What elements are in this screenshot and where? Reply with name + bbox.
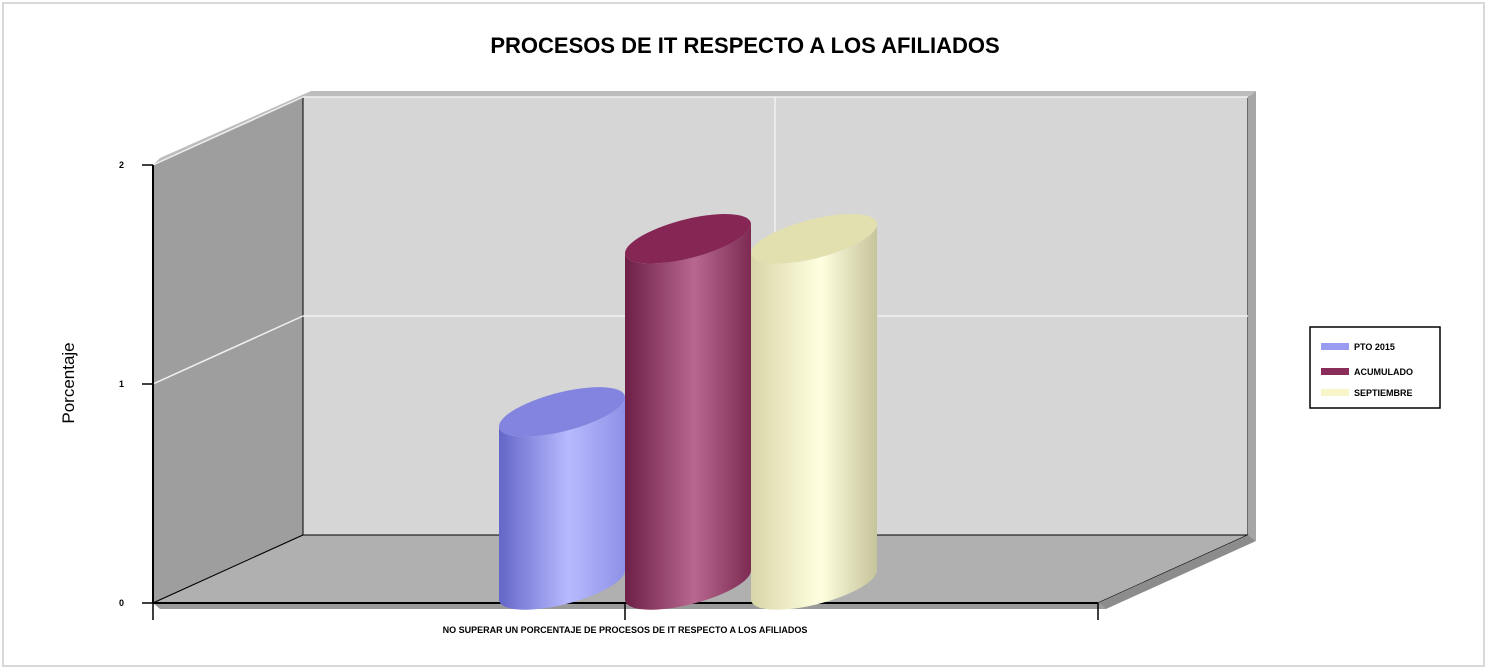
back-wall-top-edge — [303, 91, 1256, 97]
bar-top-2 — [751, 214, 877, 264]
y-tick-label-1: 1 — [119, 379, 124, 389]
back-wall-edge — [1248, 91, 1256, 541]
legend-swatch-pto-2015 — [1321, 343, 1349, 350]
floor-front-edge — [153, 603, 1106, 609]
y-ticks: 0 1 2 — [119, 160, 153, 608]
y-tick-label-2: 2 — [119, 160, 124, 170]
y-tick-label-0: 0 — [119, 598, 124, 608]
bar-top-1 — [625, 214, 751, 264]
legend-label-acumulado: ACUMULADO — [1354, 367, 1413, 377]
bar-top-0 — [499, 387, 625, 437]
x-category-label: NO SUPERAR UN PORCENTAJE DE PROCESOS DE … — [443, 625, 808, 635]
chart-title: PROCESOS DE IT RESPECTO A LOS AFILIADOS — [490, 33, 999, 58]
floor-edge — [1098, 535, 1256, 609]
legend-swatch-septiembre — [1321, 389, 1349, 396]
gridline-side-1 — [152, 315, 304, 385]
bar-acumulado — [625, 214, 751, 610]
bar-body-2 — [751, 224, 877, 610]
bars — [499, 214, 877, 610]
bar-septiembre — [751, 214, 877, 610]
legend: PTO 2015 ACUMULADO SEPTIEMBRE — [1309, 326, 1441, 409]
gridline-side-2 — [152, 96, 304, 166]
y-axis-label: Porcentaje — [59, 342, 78, 423]
bar-body-1 — [625, 224, 751, 610]
legend-swatch-acumulado — [1321, 368, 1349, 375]
bar-pto-2015 — [499, 387, 625, 610]
legend-label-septiembre: SEPTIEMBRE — [1354, 388, 1413, 398]
bar-body-0 — [499, 397, 625, 610]
legend-label-pto-2015: PTO 2015 — [1354, 342, 1395, 352]
